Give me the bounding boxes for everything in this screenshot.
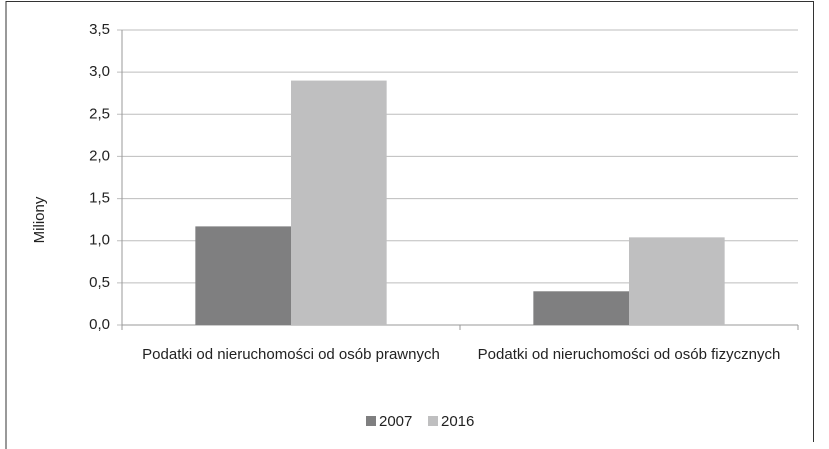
y-tick-label: 0,5 — [89, 274, 110, 291]
x-tick-label: Podatki od nieruchomości od osób prawnyc… — [142, 346, 440, 363]
chart-border — [5, 1, 814, 449]
y-tick-label: 3,5 — [89, 21, 110, 38]
y-tick-label: 3,0 — [89, 63, 110, 80]
y-tick-label: 1,5 — [89, 190, 110, 207]
legend-swatch — [366, 416, 376, 426]
y-tick-label: 2,5 — [89, 105, 110, 122]
y-tick-label: 1,0 — [89, 232, 110, 249]
legend-label: 2007 — [379, 413, 412, 430]
legend-label: 2016 — [441, 413, 474, 430]
bar — [195, 226, 291, 325]
bar — [533, 291, 629, 325]
bar — [629, 237, 725, 325]
y-tick-label: 0,0 — [89, 316, 110, 333]
y-axis-label: Miliony — [31, 196, 48, 243]
y-tick-label: 2,0 — [89, 147, 110, 164]
legend-swatch — [428, 416, 438, 426]
bar — [291, 80, 387, 325]
x-tick-label: Podatki od nieruchomości od osób fizyczn… — [477, 346, 781, 363]
